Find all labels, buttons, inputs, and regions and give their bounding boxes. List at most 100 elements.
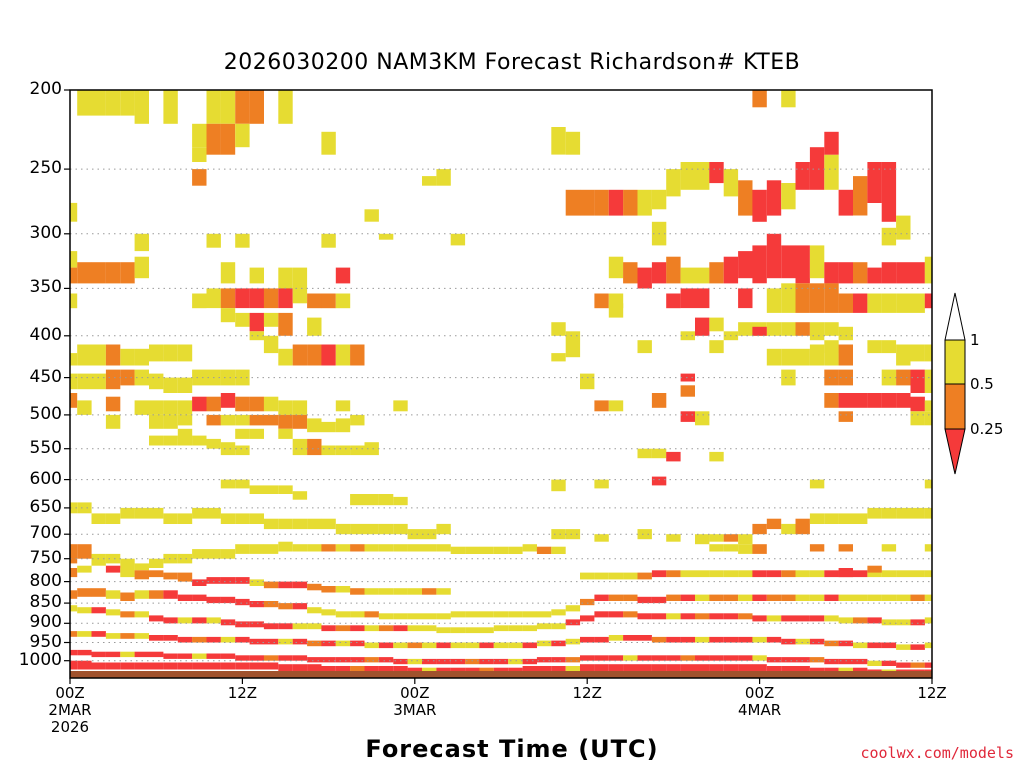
- ri-cell: [70, 393, 78, 408]
- ri-cell: [335, 657, 351, 663]
- ri-cell: [249, 621, 264, 628]
- ri-cell: [149, 570, 164, 578]
- ri-cell: [881, 594, 897, 601]
- ri-cell: [594, 189, 609, 216]
- ri-cell: [192, 549, 207, 559]
- ri-cell: [436, 544, 451, 552]
- ri-cell: [709, 570, 724, 578]
- ri-cell: [738, 655, 753, 661]
- ri-cell: [335, 544, 351, 552]
- ri-cell: [70, 649, 78, 656]
- ri-cell: [680, 613, 695, 620]
- ri-cell: [134, 90, 149, 124]
- ri-cell: [522, 642, 537, 649]
- ri-cell: [924, 570, 932, 578]
- ri-cell: [680, 594, 695, 601]
- ri-cell: [637, 655, 652, 661]
- ri-cell: [120, 369, 135, 386]
- ri-cell: [292, 267, 308, 289]
- ri-cell: [235, 414, 250, 426]
- ri-cell: [177, 377, 193, 393]
- ri-cell: [235, 288, 250, 309]
- ri-cell: [278, 348, 293, 366]
- ri-cell: [867, 267, 882, 284]
- ri-cell: [781, 657, 796, 663]
- ri-cell: [91, 607, 106, 614]
- ri-cell: [752, 523, 767, 535]
- ri-cell: [580, 572, 595, 580]
- ri-cell: [192, 293, 207, 309]
- y-tick-label: 850: [29, 592, 62, 613]
- ri-cell: [249, 579, 264, 586]
- ri-cell: [163, 90, 178, 124]
- ri-cell: [551, 353, 566, 362]
- ri-cell: [364, 494, 379, 506]
- ri-cell: [364, 209, 379, 222]
- ri-cell: [335, 640, 351, 647]
- ri-cell: [809, 570, 825, 578]
- ri-cell: [263, 655, 279, 661]
- ri-cell: [651, 613, 667, 620]
- ri-cell: [235, 621, 250, 628]
- x-tick-line: 12Z: [572, 684, 602, 702]
- ri-cell: [206, 288, 221, 309]
- ri-cell: [163, 572, 178, 580]
- ri-cell: [709, 664, 724, 672]
- ri-cell: [881, 369, 897, 386]
- ri-cell: [608, 400, 624, 412]
- ri-cell: [551, 666, 566, 672]
- ri-cell: [752, 655, 767, 661]
- ri-cell: [422, 529, 437, 540]
- ri-cell: [465, 627, 480, 634]
- ri-cell: [723, 636, 739, 643]
- ri-cell: [565, 529, 581, 540]
- ri-cell: [105, 369, 121, 390]
- ri-cell: [594, 594, 609, 601]
- ri-cell: [766, 570, 782, 578]
- y-tick-label: 650: [29, 496, 62, 517]
- ri-cell: [910, 344, 925, 362]
- ri-cell: [307, 544, 322, 552]
- ri-cell: [393, 658, 408, 665]
- y-tick-label: 300: [29, 222, 62, 243]
- ri-cell: [163, 653, 178, 659]
- ri-cell: [853, 667, 868, 673]
- ri-cell: [307, 344, 322, 366]
- ri-cell: [651, 476, 667, 486]
- ri-cell: [206, 653, 221, 659]
- ri-cell: [364, 588, 379, 595]
- ri-cell: [307, 518, 322, 530]
- ri-cell: [378, 494, 394, 506]
- ri-cell: [263, 335, 279, 354]
- ri-cell: [378, 657, 394, 663]
- legend-tick-label: 1: [970, 331, 980, 349]
- ri-cell: [723, 594, 739, 601]
- x-tick-line: 12Z: [227, 684, 258, 702]
- ri-cell: [163, 590, 178, 599]
- ri-cell: [70, 605, 78, 612]
- ri-cell: [594, 534, 609, 542]
- ri-cell: [393, 496, 408, 506]
- ri-cell: [278, 664, 293, 672]
- ri-cell: [551, 609, 566, 616]
- ri-cell: [77, 588, 92, 597]
- ri-cell: [651, 636, 667, 643]
- ri-cell: [896, 293, 911, 313]
- ri-cell: [278, 288, 293, 309]
- ri-cell: [795, 570, 810, 578]
- ri-cell: [795, 518, 810, 535]
- ri-cell: [580, 598, 595, 606]
- ri-cell: [853, 570, 868, 578]
- ri-cell: [134, 662, 149, 670]
- ri-cell: [766, 233, 782, 279]
- ri-cell: [695, 411, 710, 426]
- ri-cell: [91, 262, 106, 284]
- ri-cell: [651, 448, 667, 459]
- ri-cell: [149, 662, 164, 670]
- ri-cell: [220, 662, 236, 670]
- ri-cell: [522, 625, 537, 632]
- ri-cell: [220, 262, 236, 284]
- ri-cell: [565, 344, 581, 358]
- ri-cell: [206, 507, 221, 519]
- ri-cell: [738, 251, 753, 279]
